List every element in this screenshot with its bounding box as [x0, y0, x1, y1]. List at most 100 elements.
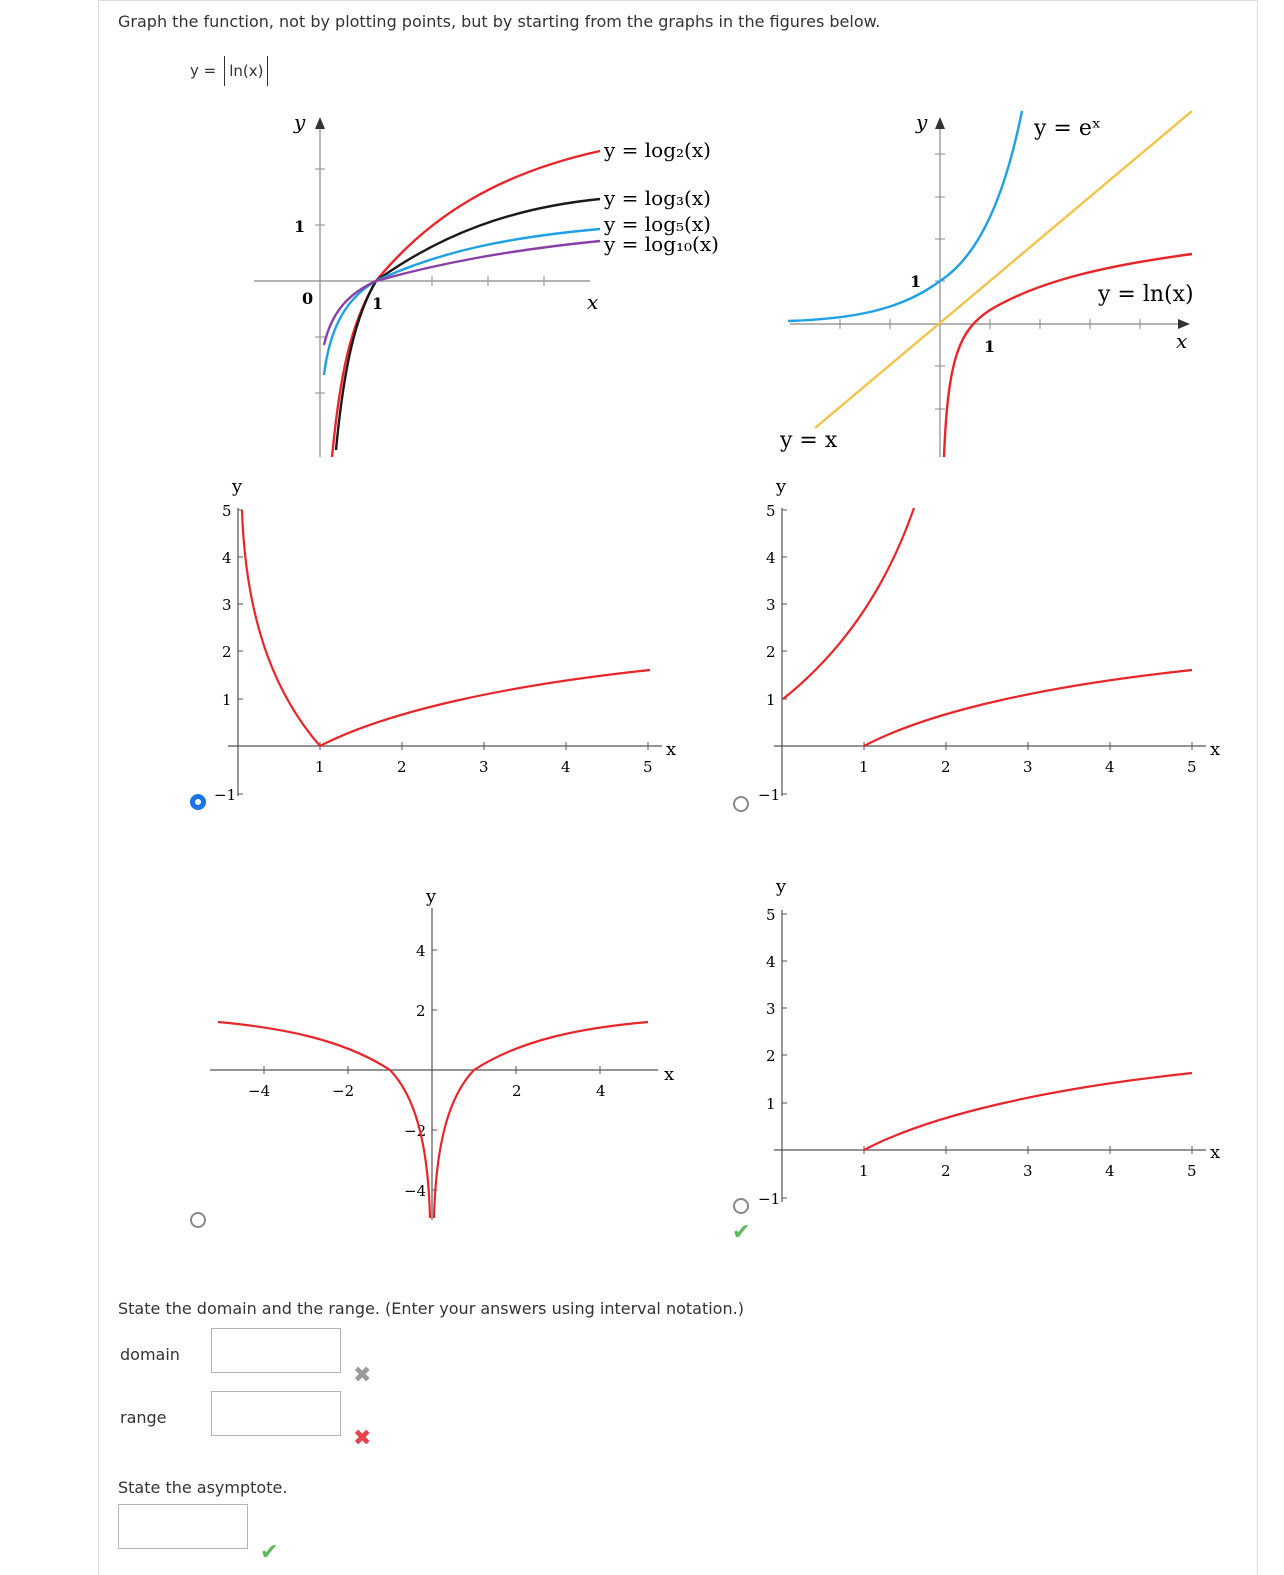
asymptote-input[interactable]	[118, 1504, 248, 1549]
option-d-x-label: x	[1210, 1142, 1220, 1163]
range-incorrect-x-icon: ✖	[353, 1426, 372, 1451]
option-a-x-tick: 2	[397, 758, 407, 776]
option-d-x-tick: 4	[1105, 1162, 1115, 1180]
option-b-y-tick: −1	[758, 786, 780, 804]
ref-right-y-label: y	[915, 110, 928, 134]
ref-left-y-arrow	[315, 117, 325, 129]
curve-ln	[942, 252, 1193, 458]
option-b-x-tick: 2	[941, 758, 951, 776]
curve-log2	[330, 149, 601, 458]
option-a-x-tick: 5	[643, 758, 653, 776]
ref-right-tick-y1: 1	[910, 272, 921, 291]
label-log10: y = log₁₀(x)	[603, 232, 719, 256]
curve-log3	[334, 197, 601, 451]
ref-right-tick-x1: 1	[984, 337, 995, 356]
option-d-graph: y x 5 4 3 2 1 −1 1 2 3 4 5	[758, 876, 1220, 1208]
label-ln: y = ln(x)	[1097, 282, 1194, 307]
reference-graph-exp-ln: y 1 1 x y = eˣ y = ln(x) y = x	[780, 110, 1194, 458]
domain-incorrect-x-icon: ✖	[353, 1363, 372, 1388]
option-c-y-tick: −2	[404, 1122, 426, 1140]
label-log3: y = log₃(x)	[603, 186, 711, 210]
option-a-y-tick: 4	[222, 549, 232, 567]
option-a-y-tick: 5	[222, 502, 232, 520]
option-d-y-tick: 2	[766, 1047, 776, 1065]
option-c-x-tick: −4	[248, 1082, 270, 1100]
curve-log10	[322, 239, 601, 346]
option-a-x-tick: 1	[315, 758, 325, 776]
option-d-x-tick: 1	[859, 1162, 869, 1180]
option-c-x-tick: 2	[512, 1082, 522, 1100]
option-a-y-label: y	[231, 476, 243, 497]
option-c-y-tick: 4	[416, 942, 426, 960]
option-c-curve-right	[432, 1020, 649, 1219]
option-a-y-tick: 2	[222, 643, 232, 661]
ref-right-x-arrow	[1178, 319, 1190, 329]
range-input[interactable]	[211, 1391, 341, 1436]
ref-left-x-label: x	[587, 290, 598, 314]
function-lhs: y =	[190, 61, 217, 80]
option-c-y-label: y	[425, 886, 437, 907]
function-rhs: ln(x)	[224, 56, 269, 86]
asymptote-correct-check-icon: ✔	[260, 1540, 279, 1565]
ref-left-tick-1: 1	[294, 217, 305, 236]
option-a-x-label: x	[666, 739, 676, 760]
domain-input[interactable]	[211, 1328, 341, 1373]
option-b-curve-ln	[863, 668, 1193, 747]
option-d-curve	[863, 1071, 1193, 1151]
label-log2: y = log₂(x)	[603, 138, 711, 162]
option-b-x-tick: 4	[1105, 758, 1115, 776]
option-b-y-tick: 3	[766, 596, 776, 614]
option-b-radio[interactable]	[733, 796, 749, 812]
option-c-radio[interactable]	[190, 1212, 206, 1228]
option-a-curve	[240, 509, 651, 748]
ref-right-y-arrow	[935, 117, 945, 129]
domain-label: domain	[120, 1345, 180, 1364]
option-c-y-tick: 2	[416, 1002, 426, 1020]
option-b-y-tick: 2	[766, 643, 776, 661]
question-prompt: Graph the function, not by plotting poin…	[118, 12, 881, 31]
curve-log5	[322, 227, 601, 376]
option-c-x-tick: 4	[596, 1082, 606, 1100]
option-b-graph: y x 5 4 3 2 1 −1 1 2 3 4 5	[758, 476, 1220, 804]
ref-left-tick-0: 0	[302, 289, 313, 308]
domain-range-prompt: State the domain and the range. (Enter y…	[118, 1299, 744, 1318]
curve-exp	[787, 110, 1024, 323]
option-c-x-tick: −2	[332, 1082, 354, 1100]
function-expression: y = ln(x)	[190, 56, 269, 86]
option-a-graph: y x 5 4 3 2 1 −1 1 2 3 4 5	[214, 476, 676, 804]
option-b-curve-exp	[782, 507, 916, 700]
option-b-y-tick: 1	[766, 691, 776, 709]
option-a-y-tick: 3	[222, 596, 232, 614]
option-c-x-label: x	[664, 1064, 674, 1085]
ref-left-y-label: y	[293, 110, 306, 134]
option-b-x-tick: 5	[1187, 758, 1197, 776]
label-exp: y = eˣ	[1033, 116, 1101, 141]
option-d-radio[interactable]	[733, 1198, 749, 1214]
option-d-x-tick: 5	[1187, 1162, 1197, 1180]
asymptote-prompt: State the asymptote.	[118, 1478, 288, 1497]
option-b-x-label: x	[1210, 739, 1220, 760]
option-b-y-tick: 5	[766, 502, 776, 520]
option-c-graph: y x −4 −2 2 4 4 2 −2 −4	[210, 886, 674, 1220]
line-y-equals-x	[814, 110, 1193, 429]
label-log5: y = log₅(x)	[603, 212, 711, 236]
option-b-y-tick: 4	[766, 549, 776, 567]
range-label: range	[120, 1408, 167, 1427]
option-a-x-tick: 4	[561, 758, 571, 776]
option-d-y-tick: 1	[766, 1095, 776, 1113]
option-d-x-tick: 3	[1023, 1162, 1033, 1180]
option-a-y-tick: 1	[222, 691, 232, 709]
option-b-y-label: y	[775, 476, 787, 497]
ref-right-x-label: x	[1176, 329, 1187, 353]
ref-left-x-tick-1: 1	[372, 294, 383, 313]
option-d-y-label: y	[775, 876, 787, 897]
option-d-y-tick: −1	[758, 1190, 780, 1208]
option-b-x-tick: 3	[1023, 758, 1033, 776]
option-a-radio[interactable]	[190, 794, 206, 810]
option-d-y-tick: 3	[766, 1000, 776, 1018]
reference-graph-log-bases: y 1 0 1 x y = log₂(x) y = log₃(x) y = lo…	[254, 110, 719, 458]
option-c-y-tick: −4	[404, 1182, 426, 1200]
question-frame	[98, 0, 1258, 1575]
option-a-y-tick: −1	[214, 786, 236, 804]
option-d-y-tick: 4	[766, 953, 776, 971]
